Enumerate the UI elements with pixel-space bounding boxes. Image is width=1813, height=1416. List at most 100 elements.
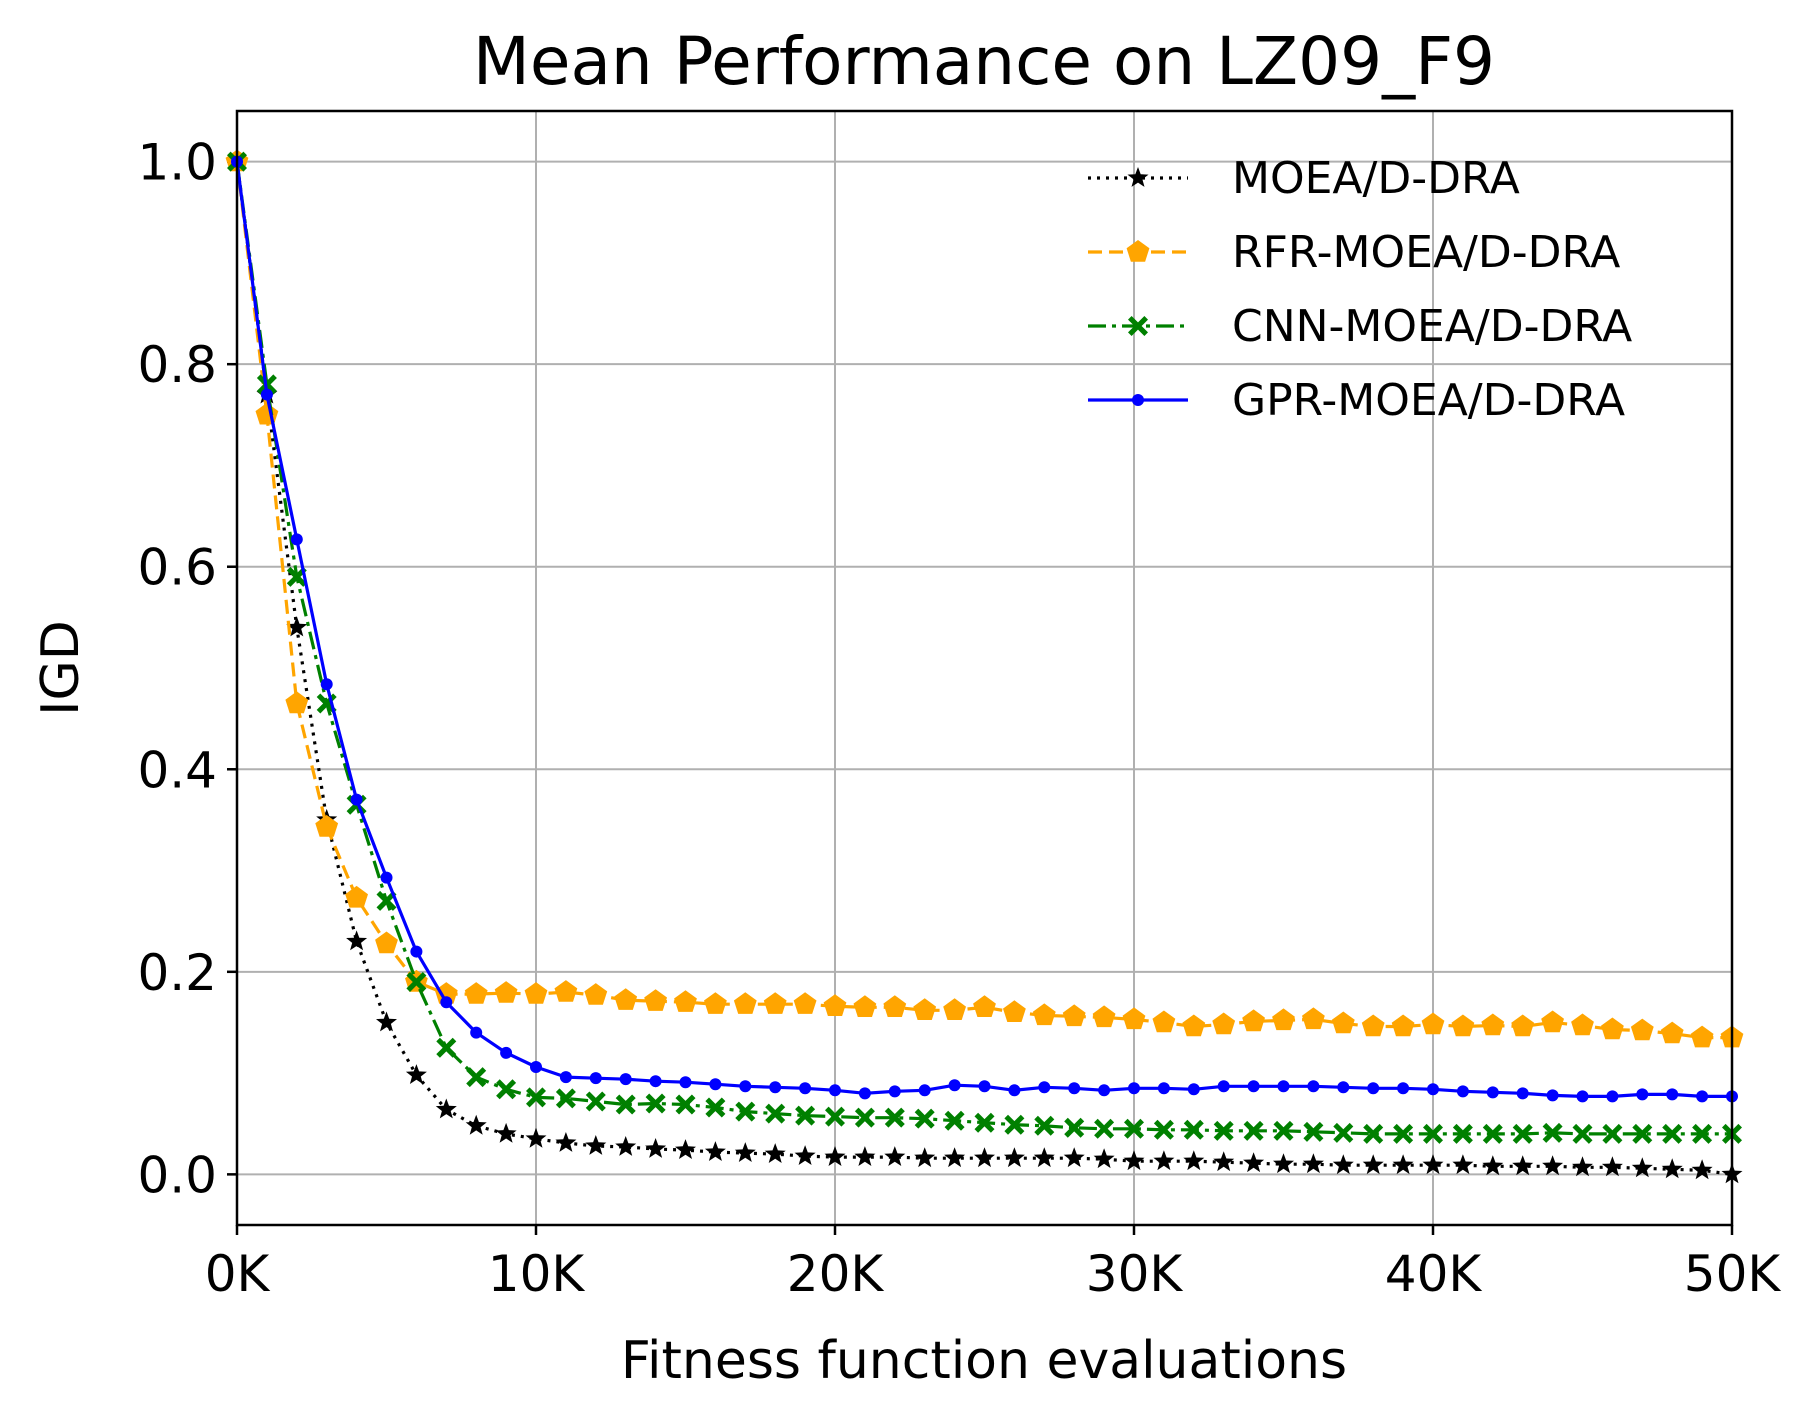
data-point-cnn-moea-d-dra [825,1106,845,1127]
data-point-rfr-moea-d-dra [1481,1013,1505,1036]
x-tick-label: 40K [1385,1245,1483,1303]
data-point-rfr-moea-d-dra [913,998,937,1020]
data-point-moea-d-dra [1512,1155,1534,1176]
data-point-cnn-moea-d-dra [376,890,397,911]
data-point-gpr-moea-d-dra [1486,1086,1499,1099]
data-point-gpr-moea-d-dra [769,1081,782,1094]
data-point-rfr-moea-d-dra [853,995,877,1017]
data-point-cnn-moea-d-dra [1452,1123,1473,1144]
data-point-rfr-moea-d-dra [1003,1000,1026,1022]
data-point-gpr-moea-d-dra [1038,1081,1051,1094]
y-tick-label: 0.2 [137,944,217,1002]
data-point-rfr-moea-d-dra [1391,1014,1415,1037]
data-point-rfr-moea-d-dra [704,992,727,1014]
data-point-gpr-moea-d-dra [1606,1090,1619,1103]
data-point-cnn-moea-d-dra [1572,1123,1593,1144]
legend-entry-moea-d-dra: MOEA/D-DRA [1088,153,1520,204]
data-point-moea-d-dra [854,1146,876,1166]
data-point-cnn-moea-d-dra [914,1108,935,1129]
data-point-cnn-moea-d-dra [1393,1123,1414,1144]
data-point-gpr-moea-d-dra [1247,1080,1260,1093]
data-point-cnn-moea-d-dra [1094,1118,1115,1139]
data-point-moea-d-dra [734,1142,756,1162]
data-point-rfr-moea-d-dra [1302,1007,1325,1030]
data-point-moea-d-dra [465,1114,487,1135]
data-point-cnn-moea-d-dra [1034,1115,1055,1136]
data-point-gpr-moea-d-dra [290,533,303,546]
data-point-gpr-moea-d-dra [1367,1082,1380,1095]
data-point-cnn-moea-d-dra [1423,1123,1443,1144]
data-point-moea-d-dra [286,616,308,637]
data-point-rfr-moea-d-dra [883,995,907,1017]
data-point-rfr-moea-d-dra [464,982,488,1004]
legend-marker-rfr-moea-d-dra [1126,240,1150,262]
data-point-rfr-moea-d-dra [763,992,787,1014]
data-point-moea-d-dra [944,1147,966,1168]
data-point-moea-d-dra [1332,1154,1354,1175]
data-point-moea-d-dra [884,1146,906,1166]
data-point-moea-d-dra [585,1135,607,1155]
data-point-gpr-moea-d-dra [1397,1082,1410,1095]
data-point-cnn-moea-d-dra [1512,1123,1533,1144]
data-point-rfr-moea-d-dra [1062,1004,1086,1027]
data-point-gpr-moea-d-dra [1696,1090,1709,1103]
data-point-moea-d-dra [675,1139,696,1159]
data-point-cnn-moea-d-dra [1064,1117,1085,1138]
series-line-moea-d-dra [235,161,1733,1176]
data-point-moea-d-dra [1631,1157,1653,1178]
data-point-cnn-moea-d-dra [615,1094,636,1115]
data-point-rfr-moea-d-dra [554,980,578,1002]
data-point-rfr-moea-d-dra [1541,1010,1564,1033]
data-point-gpr-moea-d-dra [1666,1088,1679,1101]
data-point-rfr-moea-d-dra [973,995,996,1017]
data-point-moea-d-dra [1482,1155,1504,1176]
data-point-moea-d-dra [1392,1154,1414,1175]
data-point-gpr-moea-d-dra [619,1073,632,1086]
data-point-rfr-moea-d-dra [1272,1008,1295,1031]
data-point-cnn-moea-d-dra [974,1112,995,1133]
legend-label-gpr-moea-d-dra: GPR-MOEA/D-DRA [1232,375,1625,426]
data-point-moea-d-dra [1572,1156,1593,1177]
data-point-moea-d-dra [645,1138,667,1158]
data-point-gpr-moea-d-dra [1427,1083,1439,1096]
data-point-gpr-moea-d-dra [1068,1082,1081,1095]
data-point-rfr-moea-d-dra [524,982,548,1004]
data-point-moea-d-dra [1153,1150,1175,1171]
data-point-gpr-moea-d-dra [918,1084,931,1097]
data-point-cnn-moea-d-dra [1124,1118,1144,1139]
data-point-moea-d-dra [1093,1148,1115,1169]
data-point-rfr-moea-d-dra [1660,1021,1684,1044]
y-tick-label: 0.0 [137,1146,217,1204]
data-point-gpr-moea-d-dra [1187,1083,1200,1096]
data-point-rfr-moea-d-dra [1451,1014,1475,1037]
data-point-moea-d-dra [1452,1154,1474,1175]
data-point-moea-d-dra [1243,1152,1265,1173]
data-point-cnn-moea-d-dra [1602,1123,1623,1144]
data-point-cnn-moea-d-dra [1662,1123,1683,1144]
data-point-rfr-moea-d-dra [674,990,697,1012]
data-point-rfr-moea-d-dra [1122,1007,1146,1030]
data-point-rfr-moea-d-dra [315,815,339,837]
data-point-gpr-moea-d-dra [1636,1088,1649,1101]
data-point-rfr-moea-d-dra [943,998,966,1020]
data-point-cnn-moea-d-dra [555,1088,576,1109]
data-point-cnn-moea-d-dra [1243,1120,1264,1141]
data-point-cnn-moea-d-dra [1632,1123,1653,1144]
data-point-cnn-moea-d-dra [1213,1120,1234,1141]
x-tick-label: 30K [1086,1245,1184,1303]
data-point-cnn-moea-d-dra [526,1087,546,1108]
series-rfr-moea-d-dra [225,149,1744,1048]
data-point-moea-d-dra [1362,1154,1384,1175]
data-point-moea-d-dra [1123,1150,1145,1171]
data-point-rfr-moea-d-dra [1152,1010,1176,1033]
data-point-rfr-moea-d-dra [1212,1012,1236,1035]
data-point-rfr-moea-d-dra [494,981,518,1003]
data-point-cnn-moea-d-dra [406,971,427,992]
data-point-rfr-moea-d-dra [434,982,458,1004]
data-point-rfr-moea-d-dra [793,992,817,1014]
legend-entry-cnn-moea-d-dra: CNN-MOEA/D-DRA [1088,301,1632,352]
y-tick-label: 0.6 [137,539,217,597]
data-point-gpr-moea-d-dra [1098,1084,1111,1097]
data-point-cnn-moea-d-dra [735,1101,756,1122]
data-point-gpr-moea-d-dra [350,793,363,806]
